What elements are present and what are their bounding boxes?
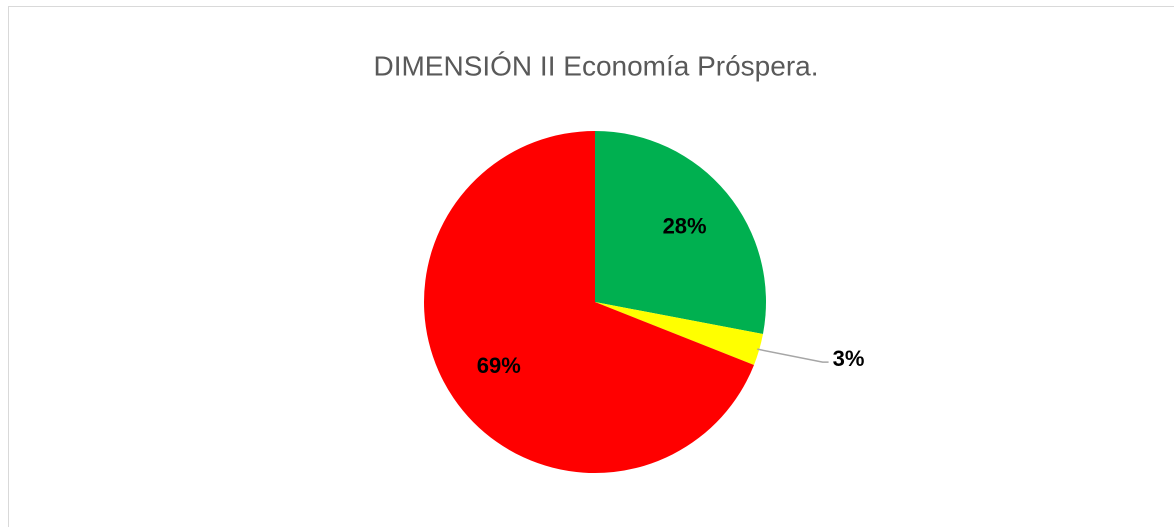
- pie-slice: [595, 302, 763, 365]
- data-label: 28%: [663, 214, 707, 239]
- pie-slice: [423, 130, 754, 473]
- chart-title: DIMENSIÓN II Economía Próspera.: [373, 50, 818, 81]
- leader-line: [757, 348, 829, 363]
- data-label: 69%: [477, 353, 521, 378]
- pie-slice: [595, 131, 766, 335]
- data-label: 3%: [833, 346, 865, 371]
